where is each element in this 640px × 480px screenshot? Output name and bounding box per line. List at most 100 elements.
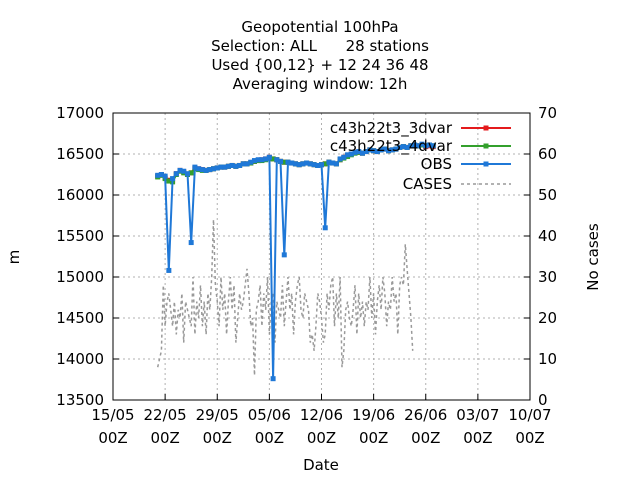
- y-tick-label: 17000: [56, 104, 104, 122]
- point-OBS: [188, 240, 194, 246]
- point-OBS: [181, 168, 187, 174]
- point-OBS: [300, 161, 306, 167]
- point-OBS: [333, 161, 339, 167]
- point-OBS: [374, 149, 380, 155]
- legend-label-3dvar: c43h22t3_3dvar: [330, 119, 453, 138]
- point-OBS: [304, 160, 310, 166]
- point-OBS: [393, 146, 399, 152]
- series-layer: [155, 141, 436, 382]
- point-OBS: [315, 162, 321, 168]
- point-OBS: [311, 162, 317, 168]
- grid: [113, 113, 530, 400]
- point-OBS: [251, 158, 257, 164]
- x-tick-label-hour: 00Z: [359, 429, 388, 447]
- point-OBS: [307, 161, 313, 167]
- x-axis-label: Date: [303, 456, 339, 474]
- title-line-1: Geopotential 100hPa: [241, 18, 398, 36]
- point-OBS: [404, 144, 410, 150]
- point-OBS: [430, 143, 436, 149]
- y2-axis-label: No cases: [584, 223, 602, 291]
- point-OBS: [337, 156, 343, 162]
- point-OBS: [419, 141, 425, 147]
- point-OBS: [348, 151, 354, 157]
- x-tick-label-hour: 00Z: [463, 429, 492, 447]
- point-OBS: [166, 267, 172, 273]
- y2-tick-label: 20: [538, 309, 557, 327]
- point-OBS: [389, 147, 395, 153]
- x-tick-label: 15/05: [91, 406, 134, 424]
- point-OBS: [412, 142, 418, 148]
- y-tick-label: 16000: [56, 186, 104, 204]
- plot-frame: [112, 112, 531, 401]
- point-OBS: [255, 157, 261, 163]
- legend-marker-c43h22t3_4dvar: [483, 143, 489, 149]
- point-OBS: [259, 157, 265, 163]
- x-tick-label: 22/05: [144, 406, 187, 424]
- point-OBS: [322, 225, 328, 231]
- series-line-CASES: [156, 219, 414, 376]
- x-axis-ticks: 15/05 00Z 22/05 00Z 29/05 00Z 05/06 00Z 12/06 00Z…: [91, 394, 552, 447]
- point-OBS: [158, 172, 164, 177]
- point-OBS: [214, 165, 220, 171]
- x-tick-label-hour: 00Z: [203, 429, 232, 447]
- x-tick-label: 03/07: [456, 406, 499, 424]
- y2-tick-label: 30: [538, 268, 557, 286]
- point-OBS: [225, 163, 231, 169]
- legend-samples: [461, 125, 511, 185]
- series-line-OBS: [157, 143, 434, 379]
- title-line-2: Selection: ALL 28 stations: [211, 37, 429, 55]
- y-tick-label: 16500: [56, 145, 104, 163]
- title-line-4: Averaging window: 12h: [233, 75, 408, 93]
- y2-tick-label: 60: [538, 145, 557, 163]
- point-OBS: [382, 146, 388, 152]
- x-tick-label-hour: 00Z: [307, 429, 336, 447]
- point-c43h22t3_4dvar: [322, 161, 328, 167]
- point-c43h22t3_4dvar: [166, 178, 172, 184]
- point-OBS: [177, 167, 183, 173]
- y-tick-label: 13500: [56, 391, 104, 409]
- point-OBS: [400, 144, 406, 150]
- point-OBS: [386, 148, 392, 154]
- point-OBS: [330, 160, 336, 166]
- legend-label-obs: OBS: [421, 155, 452, 173]
- point-OBS: [240, 161, 246, 167]
- legend-label-4dvar: c43h22t3_4dvar: [330, 137, 453, 156]
- x-tick-label: 29/05: [196, 406, 239, 424]
- x-tick-label: 12/06: [300, 406, 343, 424]
- point-OBS: [356, 149, 362, 155]
- point-OBS: [237, 162, 243, 168]
- point-OBS: [263, 156, 269, 162]
- point-OBS: [352, 149, 358, 155]
- y2-tick-label: 50: [538, 186, 557, 204]
- y2-tick-label: 0: [538, 391, 548, 409]
- point-c43h22t3_4dvar: [281, 159, 287, 165]
- point-OBS: [244, 161, 250, 167]
- point-OBS: [415, 143, 421, 149]
- x-tick-label-hour: 00Z: [411, 429, 440, 447]
- point-OBS: [211, 166, 217, 172]
- point-OBS: [248, 159, 254, 165]
- point-OBS: [296, 162, 302, 168]
- point-OBS: [363, 149, 369, 155]
- y-tick-label: 14000: [56, 350, 104, 368]
- point-OBS: [426, 142, 432, 148]
- point-OBS: [222, 164, 228, 170]
- point-OBS: [155, 172, 161, 178]
- x-tick-label-hour: 00Z: [515, 429, 544, 447]
- point-OBS: [292, 161, 298, 167]
- point-OBS: [319, 162, 324, 168]
- point-OBS: [173, 171, 179, 177]
- point-OBS: [397, 144, 403, 150]
- y2-tick-label: 10: [538, 350, 557, 368]
- y2-tick-label: 40: [538, 227, 557, 245]
- point-OBS: [196, 166, 202, 172]
- point-OBS: [274, 157, 280, 163]
- x-tick-label: 26/06: [404, 406, 447, 424]
- point-OBS: [285, 159, 291, 165]
- x-tick-label-hour: 00Z: [98, 429, 127, 447]
- point-OBS: [278, 158, 284, 164]
- point-OBS: [207, 167, 213, 173]
- legend-marker-c43h22t3_3dvar: [483, 125, 489, 131]
- point-OBS: [233, 163, 239, 169]
